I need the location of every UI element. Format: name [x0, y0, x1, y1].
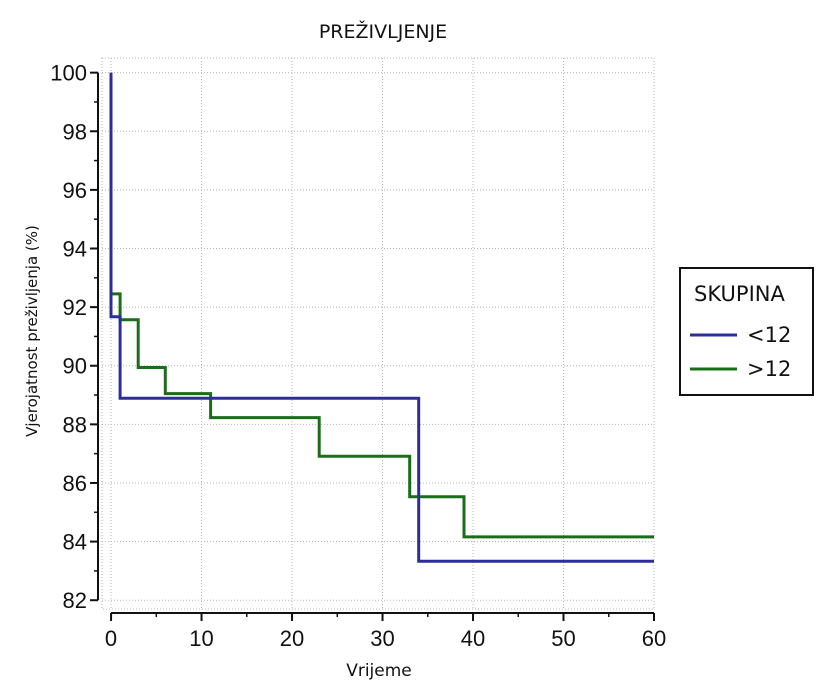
- x-tick-label: 50: [551, 626, 575, 651]
- x-tick-label: 30: [370, 626, 394, 651]
- x-tick-label: 40: [461, 626, 485, 651]
- gridlines: [101, 57, 655, 610]
- y-tick-label: 92: [63, 295, 87, 320]
- series-line-gt12: [109, 72, 654, 539]
- x-axis-label: Vrijeme: [346, 661, 412, 681]
- x-tick-label: 20: [280, 626, 304, 651]
- series-line-lt12: [109, 72, 654, 563]
- y-tick-label: 88: [63, 412, 87, 437]
- y-tick-label: 84: [63, 530, 87, 555]
- y-tick-label: 100: [50, 61, 87, 86]
- axes: [90, 71, 655, 621]
- series-lines: [109, 72, 654, 563]
- legend-title: SKUPINA: [694, 282, 785, 306]
- legend-label-lt12: <12: [747, 323, 791, 347]
- x-tick-label: 0: [105, 626, 117, 651]
- legend-box: [679, 267, 814, 396]
- y-axis-label: Vjerojatnost preživljenja (%): [23, 225, 41, 437]
- x-tick-label: 60: [642, 626, 666, 651]
- plot-frame: [101, 57, 655, 610]
- y-tick-label: 90: [63, 354, 87, 379]
- legend: SKUPINA <12 >12: [679, 267, 814, 396]
- y-tick-label: 96: [63, 178, 87, 203]
- x-tick-label: 10: [189, 626, 213, 651]
- y-tick-label: 94: [63, 237, 87, 262]
- y-tick-label: 86: [63, 471, 87, 496]
- tick-labels: 82 84 86 88 90 92 94 96 98 100 0 10 20 30 40 50 60: [50, 61, 666, 651]
- y-tick-label: 82: [63, 588, 87, 613]
- y-tick-label: 98: [63, 119, 87, 144]
- legend-label-gt12: >12: [747, 357, 791, 381]
- chart-title: PREŽIVLJENJE: [319, 20, 447, 43]
